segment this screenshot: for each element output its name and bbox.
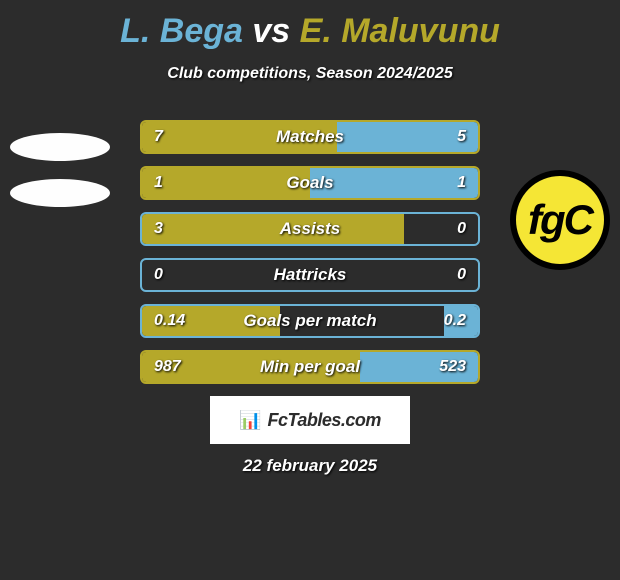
chart-icon: 📊	[239, 410, 261, 431]
stat-row: 0.14 Goals per match 0.2	[140, 304, 480, 338]
badge-text: fgC	[528, 196, 592, 244]
oval-shape	[10, 179, 110, 207]
brand-box[interactable]: 📊 FcTables.com	[210, 396, 410, 444]
stat-label: Goals per match	[243, 311, 376, 331]
stat-row: 0 Hattricks 0	[140, 258, 480, 292]
vs-text: vs	[252, 12, 290, 50]
stat-row: 7 Matches 5	[140, 120, 480, 154]
stat-value-left: 987	[154, 358, 181, 376]
player-a-name: L. Bega	[120, 12, 243, 50]
stat-label: Assists	[280, 219, 340, 239]
stat-value-left: 3	[154, 220, 163, 238]
stat-value-left: 7	[154, 128, 163, 146]
stats-container: 7 Matches 5 1 Goals 1 3 Assists 0 0 Hattricks 0 0.14…	[140, 120, 480, 384]
stat-row: 1 Goals 1	[140, 166, 480, 200]
stat-value-right: 0	[457, 266, 466, 284]
stat-label: Matches	[276, 127, 344, 147]
stat-value-right: 5	[457, 128, 466, 146]
stat-label: Goals	[286, 173, 333, 193]
badge-circle: fgC	[510, 170, 610, 270]
stat-label: Hattricks	[274, 265, 347, 285]
stat-row: 3 Assists 0	[140, 212, 480, 246]
date-label: 22 february 2025	[243, 456, 377, 476]
brand-text: FcTables.com	[268, 410, 381, 431]
stat-value-right: 523	[439, 358, 466, 376]
stat-row: 987 Min per goal 523	[140, 350, 480, 384]
stat-fill-left	[142, 214, 404, 244]
stat-value-right: 1	[457, 174, 466, 192]
stat-value-right: 0.2	[444, 312, 466, 330]
stat-label: Min per goal	[260, 357, 360, 377]
stat-fill-right	[310, 168, 478, 198]
team-badge-left	[10, 120, 110, 220]
subtitle: Club competitions, Season 2024/2025	[0, 65, 620, 83]
stat-value-left: 1	[154, 174, 163, 192]
stat-value-left: 0.14	[154, 312, 185, 330]
stat-value-right: 0	[457, 220, 466, 238]
page-title: L. Bega vs E. Maluvunu	[0, 0, 620, 51]
player-b-name: E. Maluvunu	[300, 12, 500, 50]
oval-shape	[10, 133, 110, 161]
stat-fill-left	[142, 168, 310, 198]
stat-value-left: 0	[154, 266, 163, 284]
team-badge-right: fgC	[510, 170, 610, 270]
comparison-card: L. Bega vs E. Maluvunu Club competitions…	[0, 0, 620, 580]
